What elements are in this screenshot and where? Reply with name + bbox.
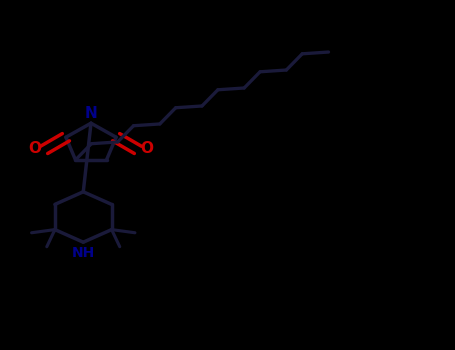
Text: N: N [85, 106, 97, 121]
Text: O: O [28, 141, 41, 156]
Text: O: O [141, 141, 154, 156]
Text: NH: NH [71, 246, 95, 260]
